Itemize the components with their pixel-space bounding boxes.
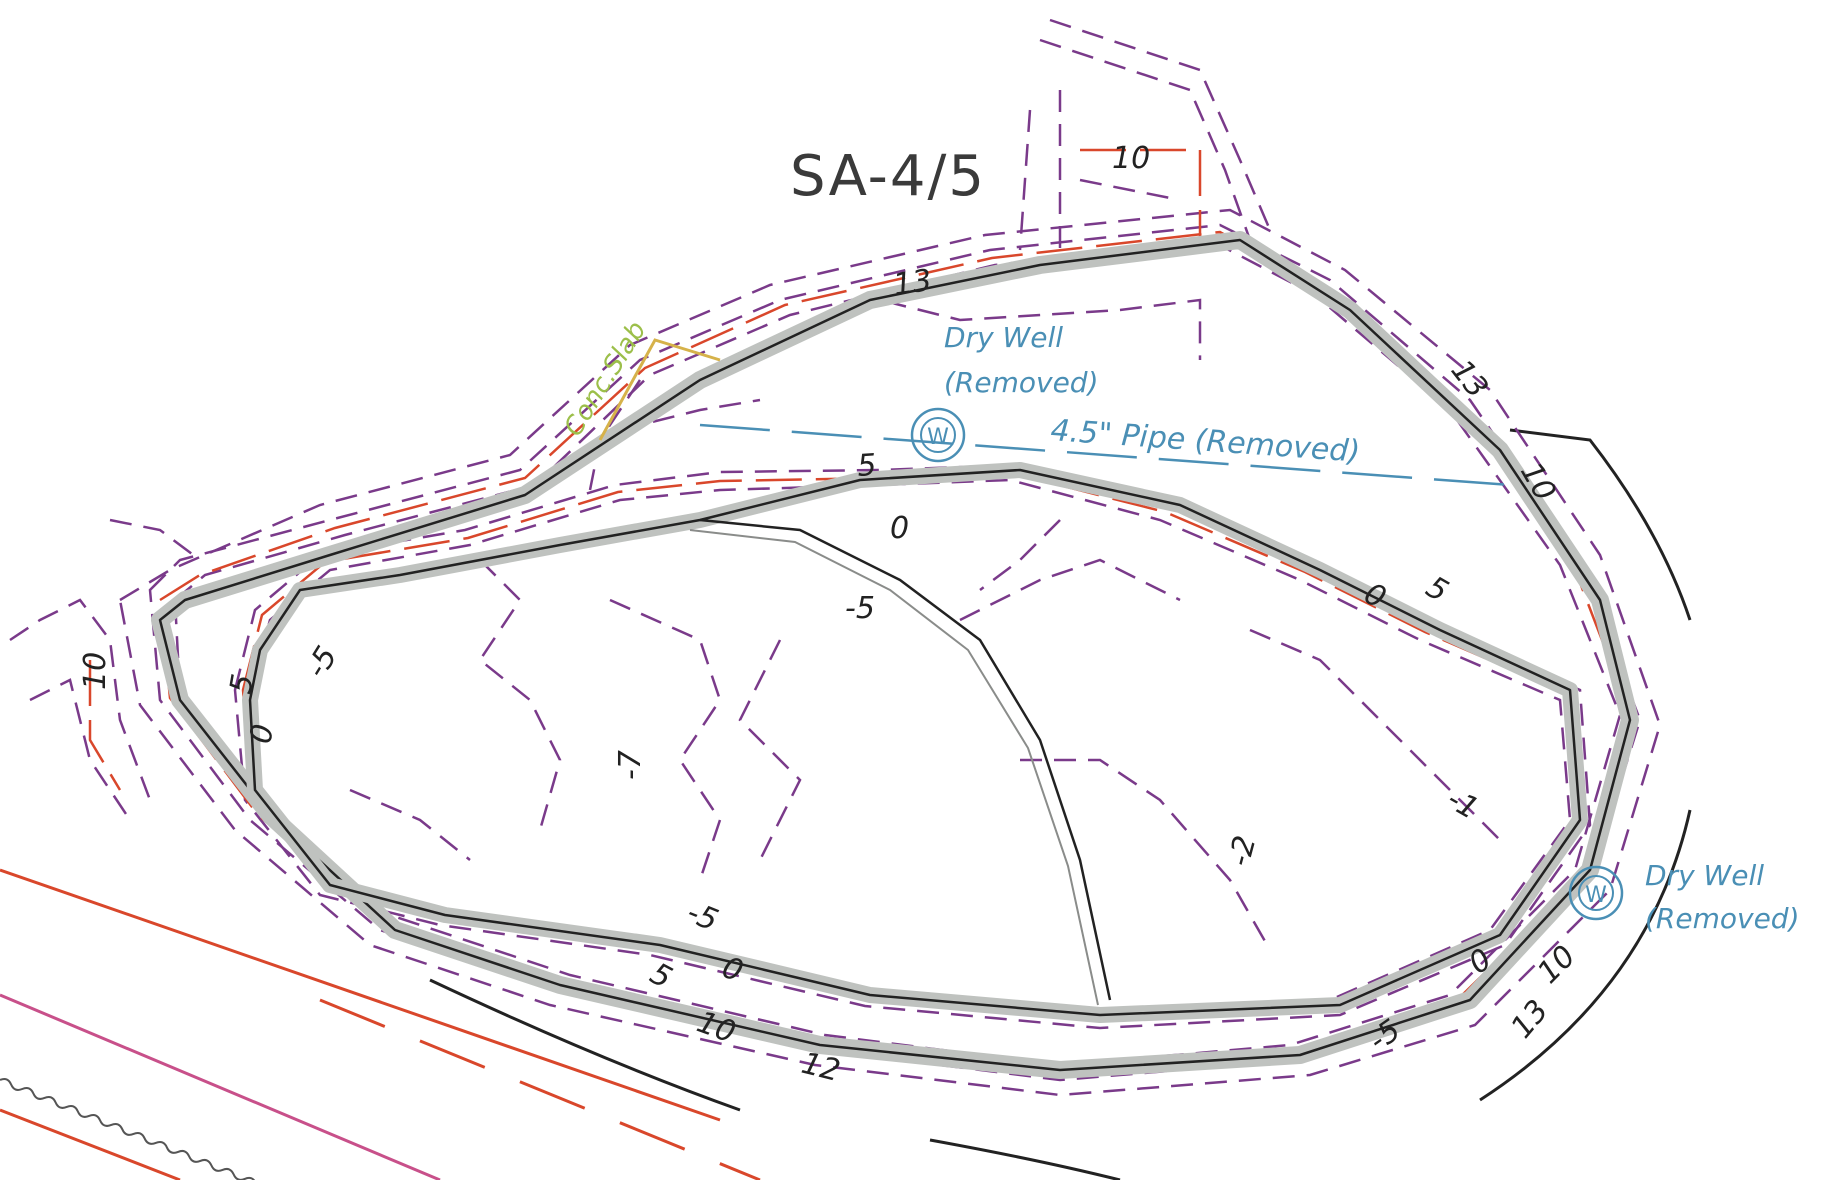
- contour-label: -2: [1222, 832, 1264, 870]
- contour-label: -5: [682, 895, 723, 939]
- existing-contour-line: [29, 678, 132, 821]
- dry-well-inner-circle: [920, 417, 956, 453]
- contour-label: 10: [1513, 457, 1562, 508]
- dry-well-outer-circle: [910, 407, 966, 463]
- contour-label: -5: [299, 640, 345, 684]
- existing-contour-line: [609, 598, 722, 881]
- existing-contour-line: [979, 519, 1061, 591]
- contour-label: 5: [644, 956, 677, 996]
- dry-well-east-label: Dry Well: [1645, 859, 1764, 892]
- dry-well-symbol-east: W: [1568, 865, 1624, 921]
- existing-contour-line: [1020, 758, 1272, 951]
- existing-contour-line: [148, 223, 1642, 1082]
- property-boundary-arcs: [1479, 428, 1692, 1102]
- road-lines: [0, 868, 1121, 1180]
- contour-label: 5: [1420, 570, 1454, 610]
- dry-well-north-status: (Removed): [944, 366, 1099, 399]
- cell-wall-line: [689, 529, 1099, 1006]
- contour-label: 10: [1531, 939, 1583, 991]
- contour-label: 10: [78, 652, 113, 690]
- dry-well-east-status: (Removed): [1645, 902, 1800, 935]
- existing-contour-line: [173, 238, 1622, 1067]
- contour-label: 0: [890, 511, 909, 546]
- contour-labels: 10 13 13 10 10 5 0 -5 0 5 -5 5 0 -7 -2 -…: [78, 141, 1583, 1089]
- road-edge-line: [0, 993, 441, 1180]
- contour-label: 13: [1504, 993, 1555, 1045]
- proposed-contour-line: [88, 660, 122, 791]
- existing-contour-line: [118, 208, 1662, 1097]
- road-wavy-line: [0, 1078, 257, 1180]
- road-edge-line: [0, 1108, 181, 1180]
- existing-contour-line: [1049, 18, 1272, 231]
- road-centerline: [319, 998, 761, 1180]
- contour-label: 10: [1112, 141, 1150, 176]
- dry-well-north-label: Dry Well: [944, 321, 1063, 354]
- proposed-contour-line: [241, 471, 1582, 1021]
- pipe-label: 4.5" Pipe (Removed): [1049, 413, 1361, 470]
- dry-well-outer-circle: [1568, 865, 1624, 921]
- contour-label: 13: [891, 263, 934, 303]
- dry-well-symbol-north: W: [910, 407, 966, 463]
- boundary-arc: [1509, 428, 1692, 621]
- inner-wall-fill: [242, 462, 1588, 1023]
- existing-contour-line: [349, 788, 471, 861]
- cell-wall-line: [699, 518, 1112, 1001]
- road-edge-line: [929, 1138, 1121, 1180]
- contour-label: 5: [856, 448, 877, 484]
- existing-contour-line: [1039, 38, 1252, 241]
- inner-wall-line: [248, 468, 1582, 1017]
- existing-contour-line: [109, 518, 201, 561]
- contour-label: -5: [845, 591, 875, 626]
- proposed-contour-line: [1080, 148, 1202, 240]
- existing-contour-line: [1249, 628, 1501, 841]
- existing-contour-line: [959, 558, 1181, 622]
- dry-well-symbol-letter: W: [1585, 883, 1607, 908]
- outer-wall-line: [158, 238, 1632, 1072]
- contour-label: -7: [613, 750, 648, 780]
- existing-contour-line: [1018, 109, 1032, 251]
- pipe-line: [699, 423, 1511, 487]
- existing-contour-line: [9, 598, 152, 801]
- road-edge-line: [429, 978, 741, 1112]
- existing-contour-line: [478, 559, 562, 831]
- existing-contour-line: [619, 398, 761, 432]
- dry-well-symbol-letter: W: [927, 425, 949, 450]
- road-edge-line: [0, 868, 721, 1122]
- drawing-title: SA-4/5: [790, 144, 986, 209]
- dry-well-inner-circle: [1578, 875, 1614, 911]
- boundary-arc: [1479, 809, 1692, 1102]
- existing-contour-line: [1079, 178, 1181, 202]
- existing-contour-line: [738, 639, 802, 861]
- retaining-walls: [151, 231, 1639, 1079]
- concrete-slab-outline: [598, 338, 721, 441]
